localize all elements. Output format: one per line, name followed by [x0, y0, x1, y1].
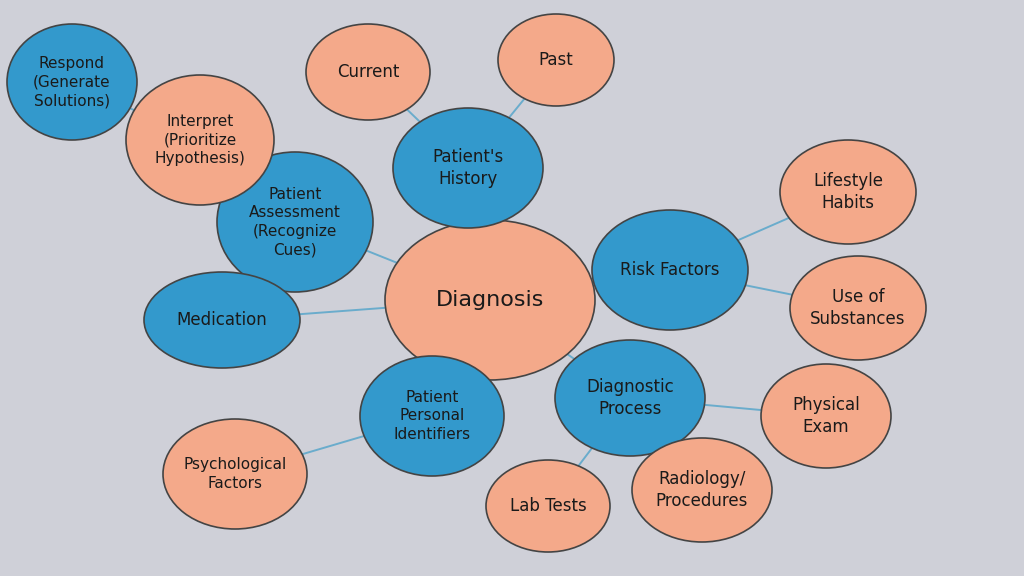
Text: Diagnostic
Process: Diagnostic Process — [586, 378, 674, 418]
Ellipse shape — [385, 220, 595, 380]
Ellipse shape — [555, 340, 705, 456]
Ellipse shape — [306, 24, 430, 120]
Text: Diagnosis: Diagnosis — [436, 290, 544, 310]
Text: Radiology/
Procedures: Radiology/ Procedures — [655, 470, 749, 510]
Ellipse shape — [126, 75, 274, 205]
Text: Respond
(Generate
Solutions): Respond (Generate Solutions) — [33, 56, 111, 108]
Text: Lab Tests: Lab Tests — [510, 497, 587, 515]
Ellipse shape — [761, 364, 891, 468]
Ellipse shape — [790, 256, 926, 360]
Text: Risk Factors: Risk Factors — [621, 261, 720, 279]
Text: Physical
Exam: Physical Exam — [793, 396, 860, 436]
Ellipse shape — [163, 419, 307, 529]
Text: Medication: Medication — [176, 311, 267, 329]
Ellipse shape — [217, 152, 373, 292]
Ellipse shape — [360, 356, 504, 476]
Ellipse shape — [7, 24, 137, 140]
Text: Patient's
History: Patient's History — [432, 148, 504, 188]
Text: Patient
Personal
Identifiers: Patient Personal Identifiers — [393, 390, 471, 442]
Text: Interpret
(Prioritize
Hypothesis): Interpret (Prioritize Hypothesis) — [155, 114, 246, 166]
Ellipse shape — [592, 210, 748, 330]
Ellipse shape — [393, 108, 543, 228]
Text: Use of
Substances: Use of Substances — [810, 288, 906, 328]
Ellipse shape — [632, 438, 772, 542]
Ellipse shape — [486, 460, 610, 552]
Text: Current: Current — [337, 63, 399, 81]
Ellipse shape — [780, 140, 916, 244]
Text: Past: Past — [539, 51, 573, 69]
Text: Lifestyle
Habits: Lifestyle Habits — [813, 172, 883, 212]
Ellipse shape — [498, 14, 614, 106]
Text: Patient
Assessment
(Recognize
Cues): Patient Assessment (Recognize Cues) — [249, 187, 341, 257]
Text: Psychological
Factors: Psychological Factors — [183, 457, 287, 491]
Ellipse shape — [144, 272, 300, 368]
